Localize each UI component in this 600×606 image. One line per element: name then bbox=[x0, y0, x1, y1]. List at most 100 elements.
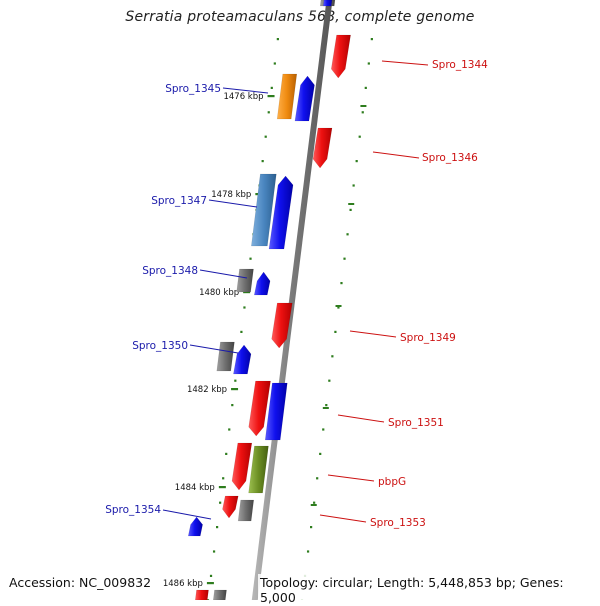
ruler-dot bbox=[249, 257, 252, 260]
ruler-tick bbox=[243, 291, 251, 294]
ruler-dot bbox=[240, 330, 243, 333]
map-title: Serratia proteamaculans 568, complete ge… bbox=[125, 9, 475, 25]
gene-arrow-spro-1346[interactable] bbox=[312, 127, 333, 169]
ruler-dash bbox=[335, 305, 342, 307]
cog-bar-spro-1348[interactable] bbox=[236, 268, 254, 293]
gene-arrow-spro-1344[interactable] bbox=[331, 34, 351, 79]
ruler-tick bbox=[218, 486, 226, 489]
leader-line-spro-1354 bbox=[162, 509, 212, 520]
ruler-dot bbox=[340, 282, 343, 285]
ruler-dot bbox=[222, 477, 225, 480]
leader-line-spro-1349 bbox=[349, 330, 397, 338]
ruler-dot bbox=[316, 477, 319, 480]
ruler-dot bbox=[264, 135, 267, 138]
ruler-dot bbox=[367, 62, 370, 65]
leader-line-spro-1348 bbox=[199, 269, 248, 279]
leader-line-pbpg bbox=[327, 474, 375, 482]
gene-arrow-spro-1353[interactable] bbox=[222, 495, 239, 519]
leader-line-spro-1353 bbox=[319, 514, 367, 523]
ruler-dot bbox=[209, 574, 213, 577]
ruler-dash bbox=[322, 407, 329, 409]
gene-arrow-pbpg[interactable] bbox=[231, 442, 253, 491]
gene-label-spro-1347[interactable]: Spro_1347 bbox=[151, 195, 207, 207]
ruler-dot bbox=[349, 208, 352, 211]
leader-line-spro-1345 bbox=[222, 87, 269, 94]
cog-bar-spro-1350[interactable] bbox=[216, 341, 235, 372]
gene-label-spro-1353[interactable]: Spro_1353 bbox=[370, 517, 426, 529]
ruler-dot bbox=[219, 501, 222, 504]
ruler-dot bbox=[361, 111, 364, 114]
feature-partial-bottom[interactable] bbox=[195, 589, 209, 600]
gene-arrow-spro-1347[interactable] bbox=[268, 175, 294, 250]
gene-arrow-spro-1348[interactable] bbox=[253, 271, 271, 296]
ruler-label: 1476 kbp bbox=[223, 92, 263, 102]
ruler-dot bbox=[319, 452, 322, 455]
ruler-dot bbox=[364, 86, 367, 89]
gene-label-spro-1354[interactable]: Spro_1354 bbox=[105, 504, 161, 516]
ruler-dot bbox=[216, 526, 219, 529]
cog-bar-spro-1353[interactable] bbox=[237, 499, 255, 522]
ruler-dot bbox=[352, 184, 355, 187]
feature-partial-bottom[interactable] bbox=[213, 589, 227, 600]
ruler-dot bbox=[261, 160, 264, 163]
ruler-dot bbox=[328, 379, 331, 382]
ruler-dot bbox=[225, 452, 228, 455]
leader-line-spro-1344 bbox=[381, 60, 429, 66]
ruler-dash bbox=[360, 105, 367, 107]
ruler-dot bbox=[273, 62, 276, 65]
genome-backbone bbox=[251, 0, 333, 600]
gene-label-spro-1351[interactable]: Spro_1351 bbox=[388, 417, 444, 429]
ruler-dot bbox=[310, 526, 313, 529]
ruler-dot bbox=[334, 330, 337, 333]
cog-bar-spro-1345[interactable] bbox=[276, 73, 298, 120]
gene-label-spro-1349[interactable]: Spro_1349 bbox=[400, 332, 456, 344]
ruler-tick bbox=[231, 388, 239, 391]
leader-line-spro-1351 bbox=[337, 414, 385, 423]
gene-label-spro-1348[interactable]: Spro_1348 bbox=[142, 265, 198, 277]
ruler-tick bbox=[267, 95, 275, 98]
ruler-dash bbox=[310, 504, 317, 506]
ruler-dot bbox=[343, 257, 346, 260]
cog-bar-spro-1347[interactable] bbox=[251, 173, 277, 247]
ruler-dot bbox=[325, 404, 328, 407]
ruler-label: 1478 kbp bbox=[211, 190, 251, 200]
ruler-dot bbox=[267, 111, 270, 114]
ruler-dot bbox=[270, 86, 273, 89]
ruler-dot bbox=[243, 306, 246, 309]
gene-label-spro-1350[interactable]: Spro_1350 bbox=[132, 340, 188, 352]
gene-label-spro-1344[interactable]: Spro_1344 bbox=[432, 59, 488, 71]
accession-text: Accession: NC_009832 bbox=[7, 574, 154, 591]
gene-arrow-spro-1354[interactable] bbox=[187, 516, 203, 537]
gene-arrow-spro-1351[interactable] bbox=[248, 380, 271, 437]
ruler-dot bbox=[313, 501, 316, 504]
ruler-dot bbox=[276, 38, 279, 41]
gene-label-pbpg[interactable]: pbpG bbox=[378, 476, 406, 488]
ruler-label: 1484 kbp bbox=[175, 483, 215, 493]
cog-bar-spro-1351[interactable] bbox=[264, 382, 288, 441]
leader-line-spro-1346 bbox=[372, 151, 420, 159]
ruler-dot bbox=[212, 550, 216, 553]
feature-partial-top[interactable] bbox=[322, 0, 333, 7]
ruler-dot bbox=[358, 135, 361, 138]
gene-label-spro-1346[interactable]: Spro_1346 bbox=[422, 152, 478, 164]
ruler-dot bbox=[355, 160, 358, 163]
ruler-dot bbox=[322, 428, 325, 431]
cog-bar-pbpg[interactable] bbox=[248, 445, 269, 494]
ruler-dot bbox=[228, 428, 231, 431]
ruler-dot bbox=[306, 550, 310, 553]
gene-arrow-spro-1345[interactable] bbox=[294, 75, 315, 122]
gene-arrow-spro-1350[interactable] bbox=[233, 344, 252, 375]
ruler-dot bbox=[370, 38, 373, 41]
gene-arrow-spro-1349[interactable] bbox=[271, 302, 293, 349]
ruler-label: 1482 kbp bbox=[187, 385, 227, 395]
ruler-label: 1486 kbp bbox=[163, 579, 203, 589]
leader-line-spro-1350 bbox=[189, 344, 239, 354]
ruler-dot bbox=[346, 233, 349, 236]
ruler-label: 1480 kbp bbox=[199, 288, 239, 298]
gene-label-spro-1345[interactable]: Spro_1345 bbox=[165, 83, 221, 95]
ruler-dash bbox=[348, 203, 355, 205]
topology-text: Topology: circular; Length: 5,448,853 bp… bbox=[258, 574, 600, 606]
leader-line-spro-1347 bbox=[208, 199, 258, 208]
ruler-dot bbox=[231, 404, 234, 407]
